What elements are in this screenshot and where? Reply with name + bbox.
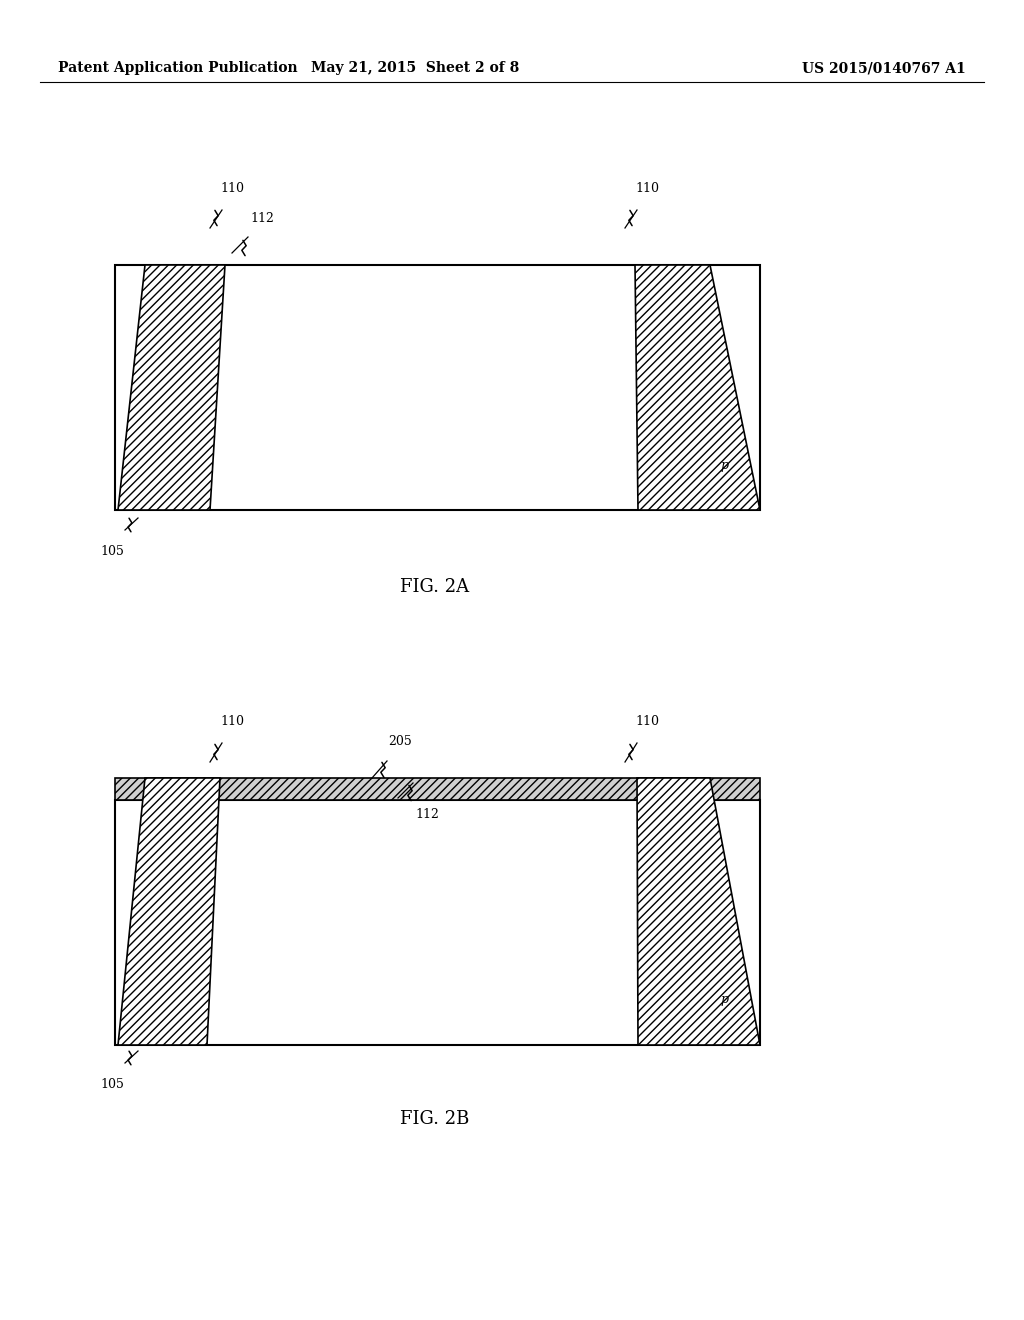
Text: 112: 112 (415, 808, 439, 821)
Text: US 2015/0140767 A1: US 2015/0140767 A1 (802, 61, 966, 75)
Text: FIG. 2A: FIG. 2A (400, 578, 470, 597)
Text: May 21, 2015  Sheet 2 of 8: May 21, 2015 Sheet 2 of 8 (311, 61, 519, 75)
Text: 110: 110 (635, 182, 659, 195)
Text: 205: 205 (388, 735, 412, 748)
Polygon shape (118, 265, 225, 510)
Polygon shape (637, 777, 760, 1045)
Bar (115, 777, 760, 800)
Text: FIG. 2B: FIG. 2B (400, 1110, 470, 1129)
Text: 105: 105 (100, 1078, 124, 1092)
Text: p: p (720, 458, 728, 471)
Bar (115, 800, 760, 1045)
Text: Patent Application Publication: Patent Application Publication (58, 61, 298, 75)
Text: p: p (720, 994, 728, 1006)
Text: 110: 110 (220, 182, 244, 195)
Polygon shape (635, 265, 760, 510)
Text: 110: 110 (220, 715, 244, 729)
Bar (115, 265, 760, 510)
Text: 110: 110 (635, 715, 659, 729)
Polygon shape (118, 777, 220, 1045)
Text: 112: 112 (250, 213, 273, 224)
Text: 105: 105 (100, 545, 124, 558)
